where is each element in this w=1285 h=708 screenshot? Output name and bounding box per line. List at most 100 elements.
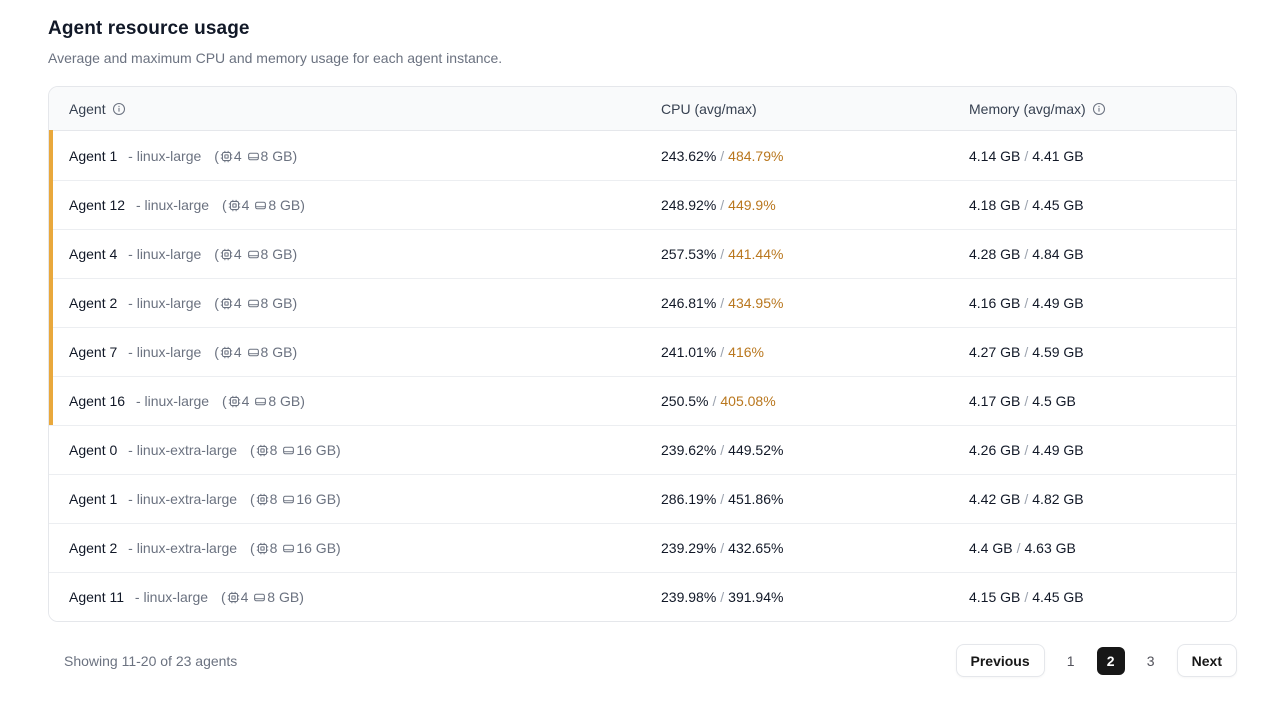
ram-icon <box>254 199 267 212</box>
cpu-avg: 239.98% <box>661 589 716 605</box>
table-row: Agent 7 - linux-large ( 4 8 GB) 241.01%/… <box>49 327 1236 376</box>
agent-ram: 16 GB <box>296 540 336 556</box>
memory-max: 4.82 GB <box>1032 491 1083 507</box>
agent-name: Agent 16 <box>69 393 125 409</box>
cpu-usage-cell: 257.53%/441.44% <box>641 246 949 262</box>
cpu-avg: 248.92% <box>661 197 716 213</box>
agent-cell: Agent 1 - linux-extra-large ( 8 16 GB) <box>49 491 641 507</box>
agent-spec: ( 8 16 GB) <box>250 540 341 556</box>
ram-icon <box>247 297 260 310</box>
high-usage-stripe <box>49 130 53 180</box>
agent-spec: ( 4 8 GB) <box>222 197 305 213</box>
agent-name: Agent 2 <box>69 540 117 556</box>
memory-max: 4.49 GB <box>1032 442 1083 458</box>
cpu-max: 449.52% <box>728 442 783 458</box>
memory-max: 4.84 GB <box>1032 246 1083 262</box>
high-usage-stripe <box>49 376 53 425</box>
cpu-chip-icon <box>228 199 241 212</box>
cpu-chip-icon <box>256 542 269 555</box>
memory-max: 4.45 GB <box>1032 197 1083 213</box>
next-page-button[interactable]: Next <box>1177 644 1237 677</box>
agent-name: Agent 2 <box>69 295 117 311</box>
memory-avg: 4.42 GB <box>969 491 1020 507</box>
table-body: Agent 1 - linux-large ( 4 8 GB) 243.62%/… <box>49 131 1236 621</box>
high-usage-stripe <box>49 278 53 327</box>
agent-cpu-count: 4 <box>234 295 242 311</box>
agent-name: Agent 7 <box>69 344 117 360</box>
agent-ram: 16 GB <box>296 442 336 458</box>
memory-avg: 4.14 GB <box>969 148 1020 164</box>
ram-icon <box>247 150 260 163</box>
table-row: Agent 2 - linux-large ( 4 8 GB) 246.81%/… <box>49 278 1236 327</box>
table-header: Agent CPU (avg/max) Memory (avg/max) <box>49 87 1236 131</box>
memory-usage-cell: 4.27 GB/4.59 GB <box>949 344 1236 360</box>
cpu-usage-cell: 250.5%/405.08% <box>641 393 949 409</box>
agent-info-icon[interactable] <box>112 102 126 116</box>
memory-usage-cell: 4.16 GB/4.49 GB <box>949 295 1236 311</box>
agent-name: Agent 1 <box>69 491 117 507</box>
table-row: Agent 0 - linux-extra-large ( 8 16 GB) 2… <box>49 425 1236 474</box>
cpu-max: 449.9% <box>728 197 775 213</box>
ram-icon <box>282 444 295 457</box>
table-footer: Showing 11-20 of 23 agents Previous 1 2 … <box>48 644 1237 677</box>
memory-avg: 4.26 GB <box>969 442 1020 458</box>
agent-cpu-count: 8 <box>270 442 278 458</box>
agent-ram: 8 GB <box>261 344 293 360</box>
cpu-max: 484.79% <box>728 148 783 164</box>
agent-spec: ( 4 8 GB) <box>214 295 297 311</box>
agent-name: Agent 4 <box>69 246 117 262</box>
agent-spec: ( 4 8 GB) <box>222 393 305 409</box>
cpu-avg: 243.62% <box>661 148 716 164</box>
cpu-usage-cell: 239.62%/449.52% <box>641 442 949 458</box>
page-subtitle: Average and maximum CPU and memory usage… <box>48 50 1237 66</box>
cpu-chip-icon <box>227 591 240 604</box>
agent-ram: 8 GB <box>261 295 293 311</box>
cpu-chip-icon <box>220 297 233 310</box>
cpu-avg: 246.81% <box>661 295 716 311</box>
cpu-chip-icon <box>220 248 233 261</box>
cpu-avg: 286.19% <box>661 491 716 507</box>
ram-icon <box>282 542 295 555</box>
memory-avg: 4.17 GB <box>969 393 1020 409</box>
agent-machine-type: - linux-extra-large <box>128 491 237 507</box>
cpu-chip-icon <box>256 493 269 506</box>
memory-info-icon[interactable] <box>1092 102 1106 116</box>
agent-cpu-count: 8 <box>270 491 278 507</box>
cpu-avg: 257.53% <box>661 246 716 262</box>
memory-usage-cell: 4.4 GB/4.63 GB <box>949 540 1236 556</box>
cpu-avg: 239.29% <box>661 540 716 556</box>
high-usage-stripe <box>49 180 53 229</box>
agent-spec: ( 4 8 GB) <box>214 344 297 360</box>
table-row: Agent 2 - linux-extra-large ( 8 16 GB) 2… <box>49 523 1236 572</box>
agent-ram: 16 GB <box>296 491 336 507</box>
agent-cell: Agent 0 - linux-extra-large ( 8 16 GB) <box>49 442 641 458</box>
agent-cell: Agent 12 - linux-large ( 4 8 GB) <box>49 197 641 213</box>
cpu-usage-cell: 243.62%/484.79% <box>641 148 949 164</box>
memory-usage-cell: 4.42 GB/4.82 GB <box>949 491 1236 507</box>
previous-page-button[interactable]: Previous <box>956 644 1045 677</box>
column-header-agent: Agent <box>49 101 641 117</box>
high-usage-stripe <box>49 229 53 278</box>
agent-resource-usage-page: Agent resource usage Average and maximum… <box>0 0 1285 677</box>
memory-avg: 4.15 GB <box>969 589 1020 605</box>
agent-machine-type: - linux-large <box>128 295 201 311</box>
memory-avg: 4.4 GB <box>969 540 1013 556</box>
agent-spec: ( 4 8 GB) <box>214 246 297 262</box>
agent-spec: ( 8 16 GB) <box>250 442 341 458</box>
agent-cell: Agent 11 - linux-large ( 4 8 GB) <box>49 589 641 605</box>
page-number-3[interactable]: 3 <box>1139 647 1163 675</box>
cpu-max: 416% <box>728 344 764 360</box>
agent-cpu-count: 4 <box>242 197 250 213</box>
high-usage-stripe <box>49 327 53 376</box>
cpu-chip-icon <box>256 444 269 457</box>
cpu-max: 391.94% <box>728 589 783 605</box>
page-number-2-active[interactable]: 2 <box>1097 647 1125 675</box>
agent-machine-type: - linux-large <box>136 393 209 409</box>
memory-usage-cell: 4.14 GB/4.41 GB <box>949 148 1236 164</box>
agent-ram: 8 GB <box>268 393 300 409</box>
agent-cell: Agent 1 - linux-large ( 4 8 GB) <box>49 148 641 164</box>
ram-icon <box>247 248 260 261</box>
cpu-chip-icon <box>220 150 233 163</box>
page-number-1[interactable]: 1 <box>1059 647 1083 675</box>
agent-machine-type: - linux-extra-large <box>128 540 237 556</box>
